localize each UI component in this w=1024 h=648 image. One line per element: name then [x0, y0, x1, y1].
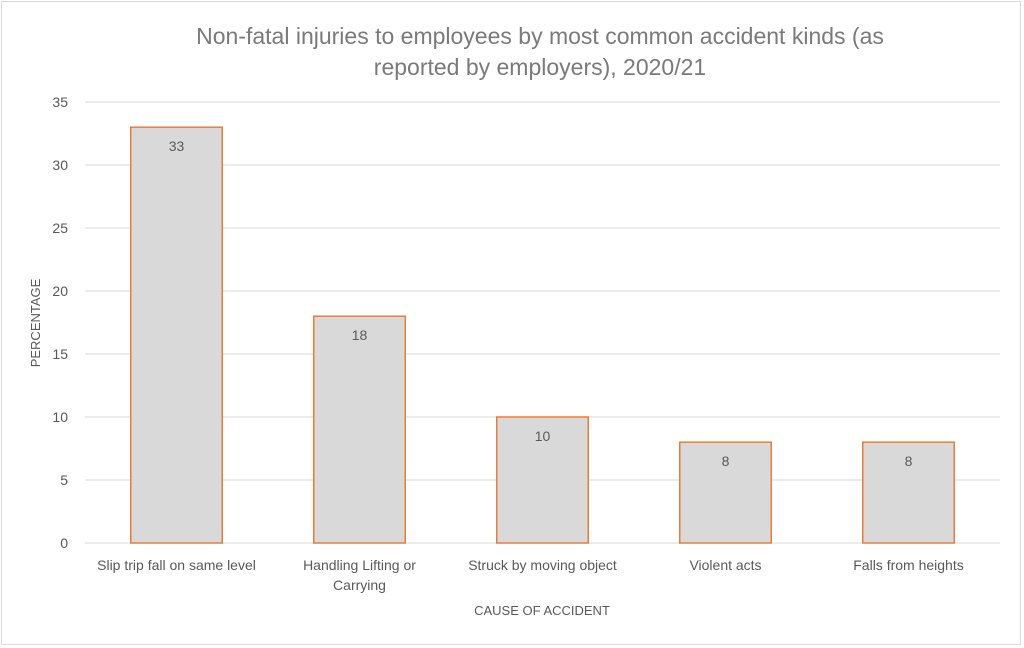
- y-tick-label: 5: [60, 472, 68, 488]
- x-tick-label: Handling Lifting or Carrying: [303, 557, 416, 593]
- bar-data-label: 33: [169, 138, 185, 154]
- chart-title-line: Non-fatal injuries to employees by most …: [196, 23, 884, 49]
- y-tick-label: 35: [52, 94, 68, 110]
- bars: [130, 126, 955, 544]
- y-tick-label: 30: [52, 157, 68, 173]
- bar-data-label: 8: [905, 453, 913, 469]
- bar-data-label: 8: [722, 453, 730, 469]
- x-tick-label: Falls from heights: [853, 557, 963, 573]
- data-labels: 33 18 10 8 8: [169, 138, 913, 469]
- gridlines: [85, 101, 1000, 544]
- y-tick-label: 20: [52, 283, 68, 299]
- x-tick-label: Struck by moving object: [468, 557, 617, 573]
- bar: [679, 441, 772, 544]
- y-tick-label: 0: [60, 535, 68, 551]
- x-tick-label: Violent acts: [689, 557, 761, 573]
- x-axis-ticks: Slip trip fall on same level Handling Lif…: [97, 557, 964, 593]
- bar: [313, 315, 406, 544]
- x-axis-title: CAUSE OF ACCIDENT: [474, 603, 610, 618]
- y-axis-title: PERCENTAGE: [28, 278, 43, 367]
- chart-title: Non-fatal injuries to employees by most …: [196, 23, 884, 80]
- y-tick-label: 15: [52, 346, 68, 362]
- chart-title-line: reported by employers), 2020/21: [374, 54, 706, 80]
- bar-data-label: 10: [535, 428, 551, 444]
- y-tick-label: 10: [52, 409, 68, 425]
- y-axis-ticks: 0 5 10 15 20 25 30 35: [52, 94, 68, 551]
- bar: [496, 416, 589, 544]
- bar-data-label: 18: [352, 327, 368, 343]
- x-tick-label: Slip trip fall on same level: [97, 557, 256, 573]
- y-tick-label: 25: [52, 220, 68, 236]
- bar: [862, 441, 955, 544]
- bar: [130, 126, 223, 544]
